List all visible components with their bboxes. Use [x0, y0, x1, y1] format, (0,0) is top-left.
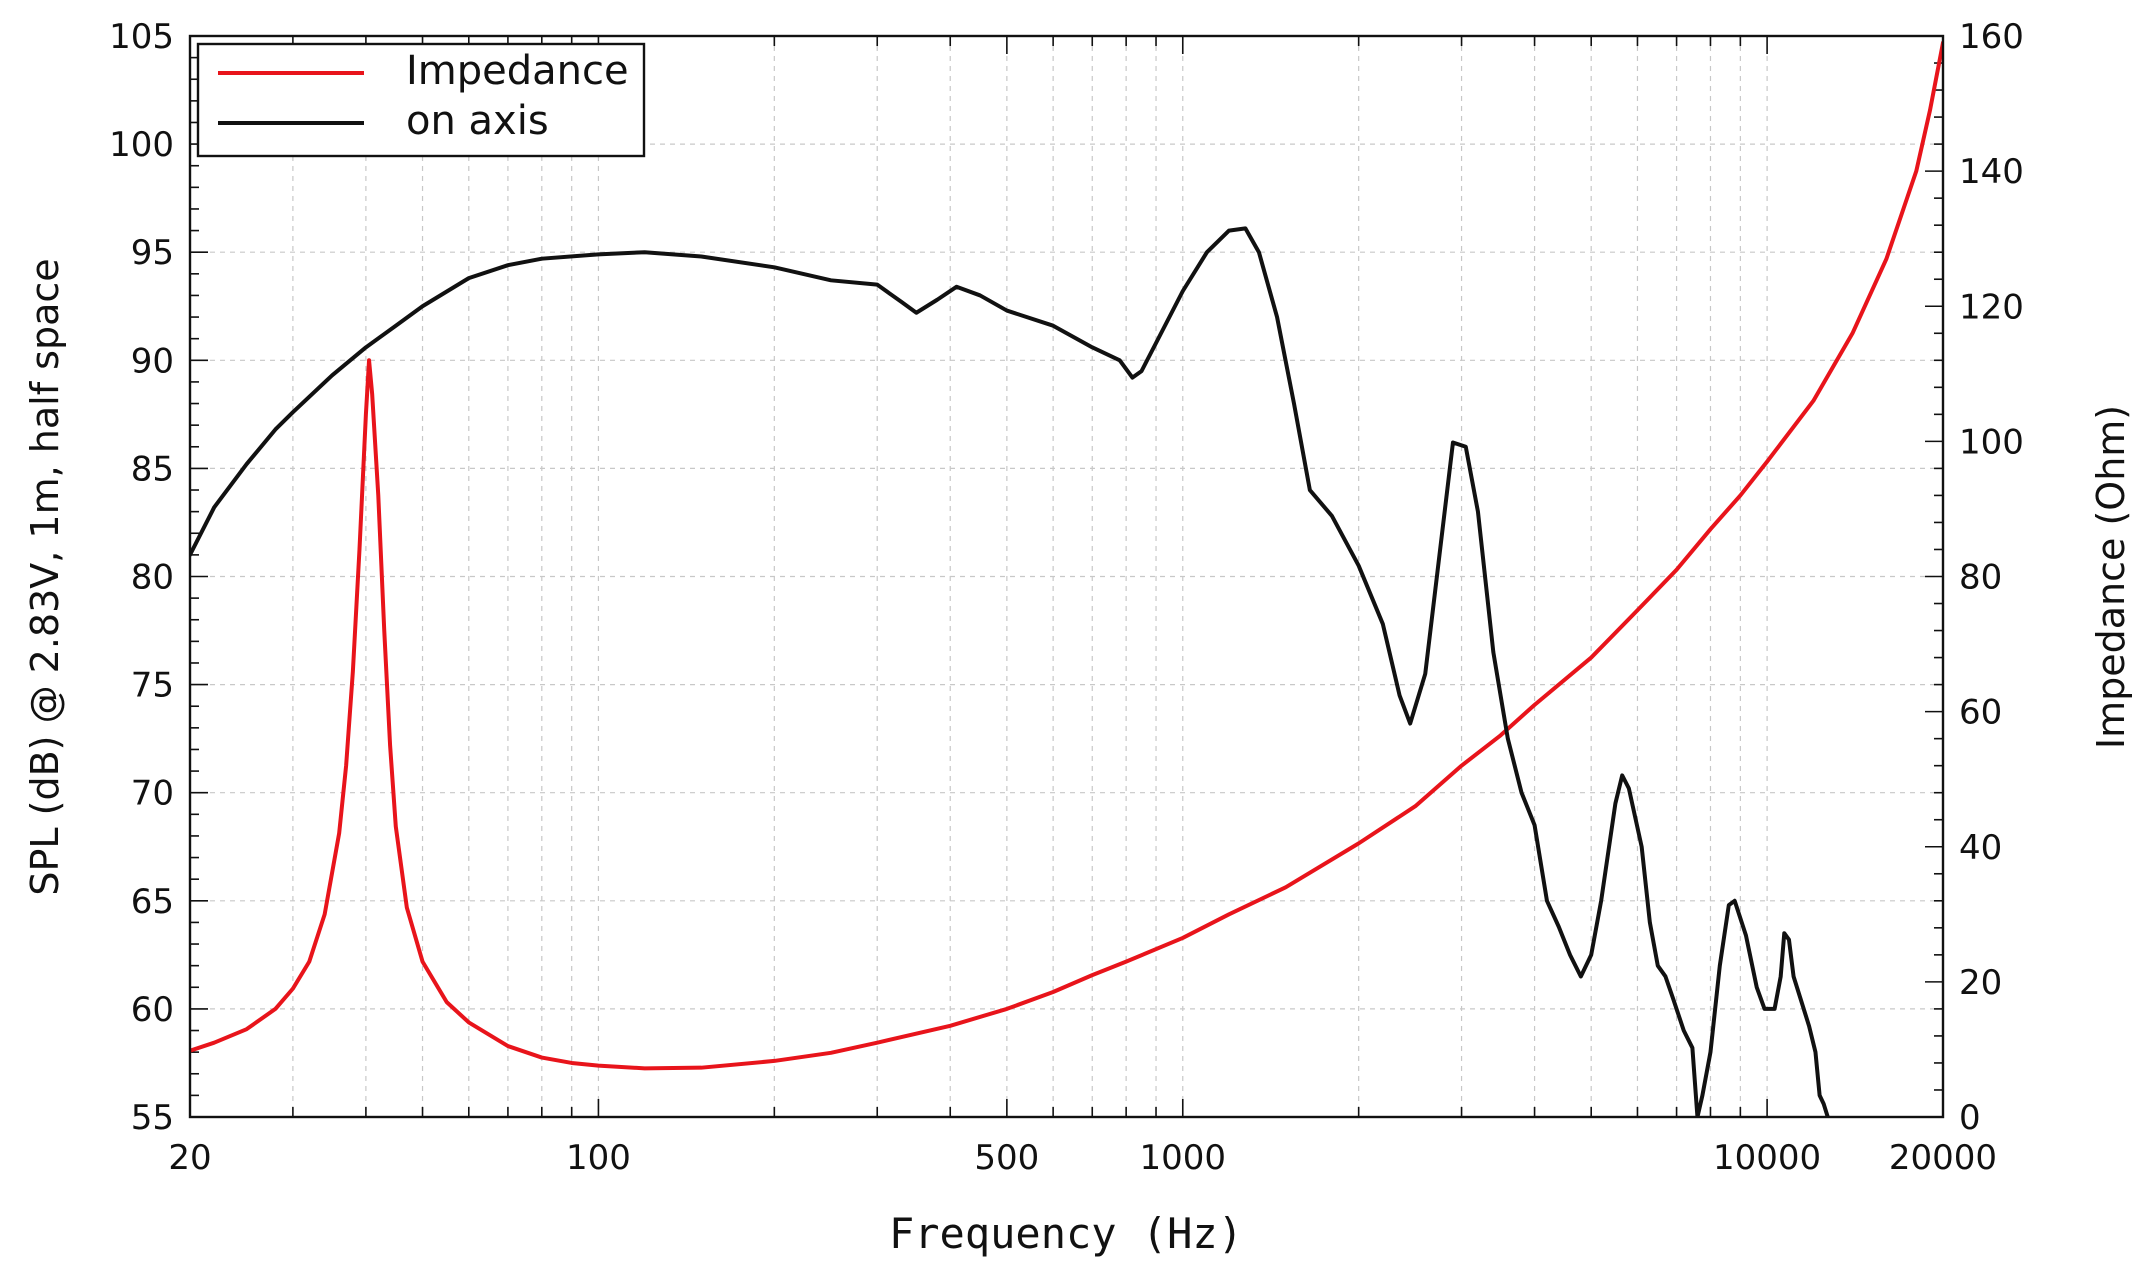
- series-line-impedance: [190, 40, 1943, 1071]
- y-right-tick-label: 20: [1959, 963, 2002, 1003]
- x-tick-label: 1000: [1139, 1138, 1226, 1178]
- y-left-tick-label: 105: [109, 17, 174, 57]
- legend-label-on-axis: on axis: [406, 98, 549, 144]
- y-left-tick-label: 55: [131, 1098, 174, 1138]
- x-tick-label: 100: [566, 1138, 631, 1178]
- x-axis-title: Frequency (Hz): [889, 1209, 1243, 1258]
- tick-labels: 20 100 500 1000 10000 20000556065707580859095…: [109, 17, 2024, 1178]
- y-right-tick-label: 140: [1959, 152, 2024, 192]
- y-right-tick-label: 80: [1959, 558, 2002, 598]
- x-tick-label: 20: [168, 1138, 211, 1178]
- y-axis-left-title: SPL (dB) @ 2.83V, 1m, half space: [23, 258, 67, 895]
- x-tick-label: 10000: [1713, 1138, 1821, 1178]
- y-right-tick-label: 60: [1959, 693, 2002, 733]
- y-left-tick-label: 85: [131, 449, 174, 489]
- y-left-tick-label: 100: [109, 125, 174, 165]
- series-line-on-axis: [190, 226, 1830, 1117]
- y-left-tick-label: 65: [131, 882, 174, 922]
- y-left-tick-label: 95: [131, 233, 174, 273]
- x-tick-label: 500: [974, 1138, 1039, 1178]
- plot-frame: [188, 34, 1945, 1119]
- legend-label-impedance: Impedance: [406, 48, 629, 94]
- y-left-tick-label: 60: [131, 990, 174, 1030]
- x-tick-label: 20000: [1889, 1138, 1997, 1178]
- y-right-tick-label: 120: [1959, 287, 2024, 327]
- y-right-tick-label: 160: [1959, 17, 2024, 57]
- y-left-tick-label: 70: [131, 774, 174, 814]
- legend: Impedance on axis: [196, 42, 646, 158]
- y-right-tick-label: 100: [1959, 422, 2024, 462]
- y-axis-right-title: Impedance (Ohm): [2089, 405, 2133, 749]
- y-left-tick-label: 80: [131, 558, 174, 598]
- series-layer: [190, 40, 1943, 1117]
- legend-box: [196, 42, 646, 158]
- y-left-tick-label: 75: [131, 666, 174, 706]
- y-right-tick-label: 0: [1959, 1098, 1981, 1138]
- y-right-tick-label: 40: [1959, 828, 2002, 868]
- grid: [190, 36, 1943, 1117]
- y-left-tick-label: 90: [131, 341, 174, 381]
